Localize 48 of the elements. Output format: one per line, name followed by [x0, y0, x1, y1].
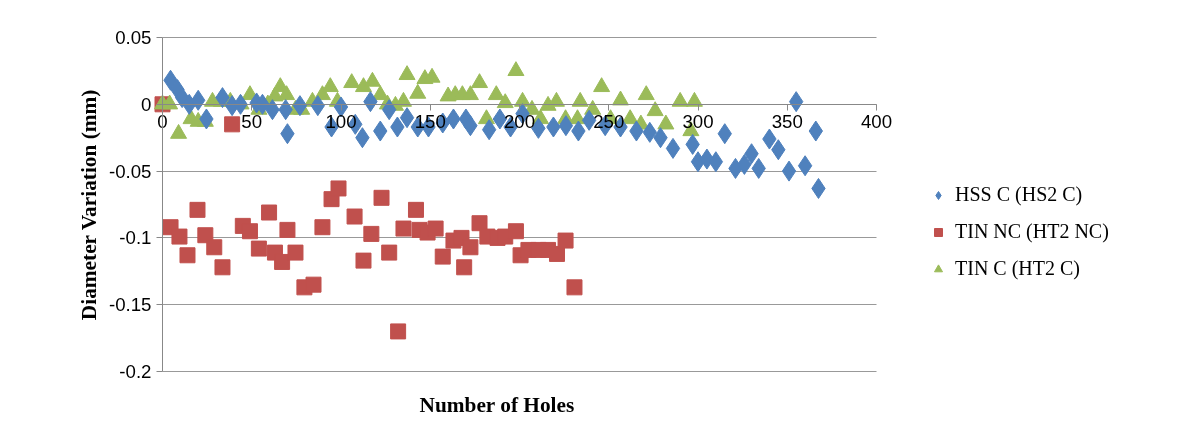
y-tick-label: -0.05 [108, 160, 152, 182]
y-tick-label: 0 [141, 93, 152, 115]
point [395, 220, 412, 237]
point [363, 225, 380, 242]
x-tick-label: 100 [325, 111, 357, 133]
point [427, 220, 444, 237]
y-tick-label: -0.1 [119, 227, 152, 249]
point [557, 232, 574, 249]
x-tick-label: 350 [771, 111, 803, 133]
point [346, 208, 363, 225]
point [171, 228, 188, 245]
point [456, 259, 473, 276]
x-tick-label: 50 [241, 111, 263, 133]
point [241, 223, 258, 240]
point [566, 279, 583, 296]
y-axis-title: Diameter Variation (mm) [76, 89, 101, 321]
point [434, 248, 451, 265]
point [214, 259, 231, 276]
point [287, 244, 304, 261]
x-tick-label: 0 [157, 111, 168, 133]
point [381, 244, 398, 261]
x-axis-title: Number of Holes [419, 392, 575, 417]
point [355, 252, 372, 269]
point [279, 221, 296, 238]
x-tick-label: 400 [860, 111, 893, 133]
legend-label: HSS C (HS2 C) [955, 183, 1083, 206]
y-tick-label: 0.05 [115, 27, 152, 48]
point [206, 239, 223, 256]
legend-label: TIN C (HT2 C) [955, 257, 1080, 280]
y-tick-label: -0.15 [108, 294, 152, 316]
point [250, 240, 267, 257]
point [407, 201, 424, 218]
point [179, 247, 196, 264]
point [330, 180, 347, 197]
y-tick-label: -0.2 [119, 361, 152, 382]
x-tick-label: 300 [682, 111, 714, 133]
point [373, 189, 390, 206]
point [314, 219, 331, 236]
point [261, 204, 278, 221]
legend-label: TIN NC (HT2 NC) [955, 220, 1109, 243]
point [224, 116, 241, 133]
point [462, 239, 479, 256]
point [390, 323, 407, 340]
point [305, 276, 322, 293]
point [189, 201, 206, 218]
point [507, 223, 524, 240]
point [274, 253, 291, 270]
point [548, 245, 565, 262]
